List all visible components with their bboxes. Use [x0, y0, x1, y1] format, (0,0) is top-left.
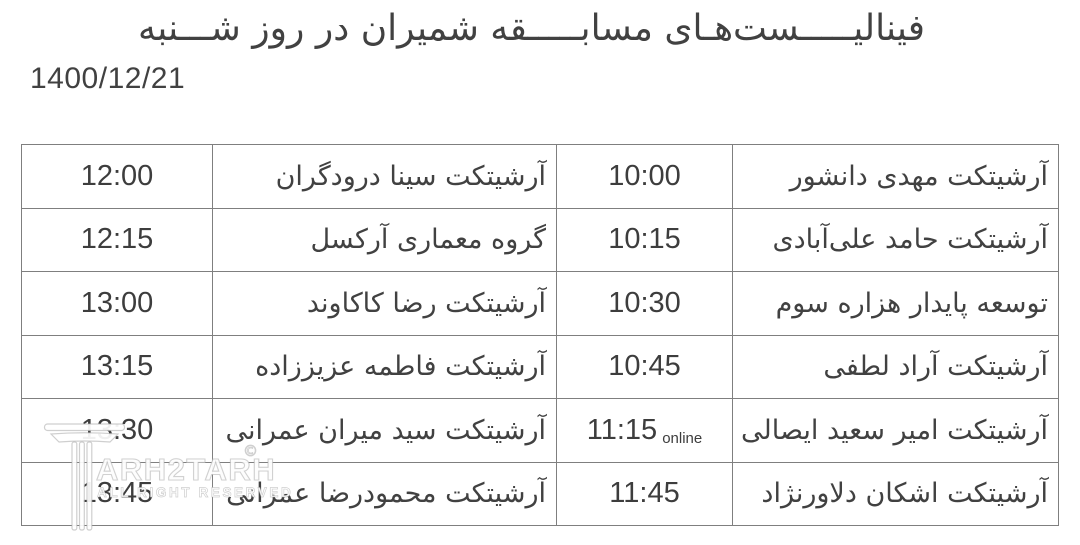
morning-participant-name: آرشیتکت مهدی دانشور	[732, 144, 1059, 209]
table-row: 12:00 آرشیتکت سینا درودگران 10:00 آرشیتک…	[21, 144, 1059, 209]
afternoon-participant-name: گروه معماری آرکسل	[212, 207, 557, 272]
morning-participant-name: آرشیتکت اشکان دلاورنژاد	[732, 461, 1059, 526]
finalists-schedule-table: 12:00 آرشیتکت سینا درودگران 10:00 آرشیتک…	[21, 144, 1059, 526]
afternoon-participant-name: آرشیتکت فاطمه عزیززاده	[212, 334, 557, 399]
afternoon-participant-name: آرشیتکت سید میران عمرانی	[212, 398, 557, 463]
morning-participant-name: آرشیتکت امیر سعید ایصالی	[732, 398, 1059, 463]
table-row: 13:00 آرشیتکت رضا کاکاوند 10:30 توسعه پا…	[21, 271, 1059, 336]
online-note: online	[662, 429, 703, 447]
table-row: 13:15 آرشیتکت فاطمه عزیززاده 10:45 آرشیت…	[21, 334, 1059, 399]
afternoon-time: 12:00	[21, 144, 213, 209]
afternoon-time: 13:15	[21, 334, 213, 399]
date-label: 1400/12/21	[30, 62, 186, 95]
afternoon-time: 13:00	[21, 271, 213, 336]
morning-time: 11:15 online	[556, 398, 733, 463]
morning-time: 10:15	[556, 207, 733, 272]
afternoon-time: 13:30	[21, 398, 213, 463]
morning-time: 10:00	[556, 144, 733, 209]
morning-time: 10:45	[556, 334, 733, 399]
afternoon-participant-name: آرشیتکت محمودرضا عمرانی	[212, 461, 557, 526]
morning-participant-name: توسعه پایدار هزاره سوم	[732, 271, 1059, 336]
morning-time: 11:45	[556, 461, 733, 526]
morning-time: 10:30	[556, 271, 733, 336]
morning-participant-name: آرشیتکت حامد علی‌آبادی	[732, 207, 1059, 272]
page-title: فینالیـــــست‌هـای مسابـــــقه شمیران در…	[137, 8, 925, 49]
table-row: 13:30 آرشیتکت سید میران عمرانی 11:15 onli…	[21, 398, 1059, 463]
afternoon-time: 13:45	[21, 461, 213, 526]
afternoon-participant-name: آرشیتکت سینا درودگران	[212, 144, 557, 209]
table-row: 12:15 گروه معماری آرکسل 10:15 آرشیتکت حا…	[21, 207, 1059, 272]
afternoon-participant-name: آرشیتکت رضا کاکاوند	[212, 271, 557, 336]
morning-time-value: 11:15	[586, 413, 658, 446]
table-row: 13:45 آرشیتکت محمودرضا عمرانی 11:45 آرشی…	[21, 461, 1059, 526]
afternoon-time: 12:15	[21, 207, 213, 272]
morning-participant-name: آرشیتکت آراد لطفی	[732, 334, 1059, 399]
